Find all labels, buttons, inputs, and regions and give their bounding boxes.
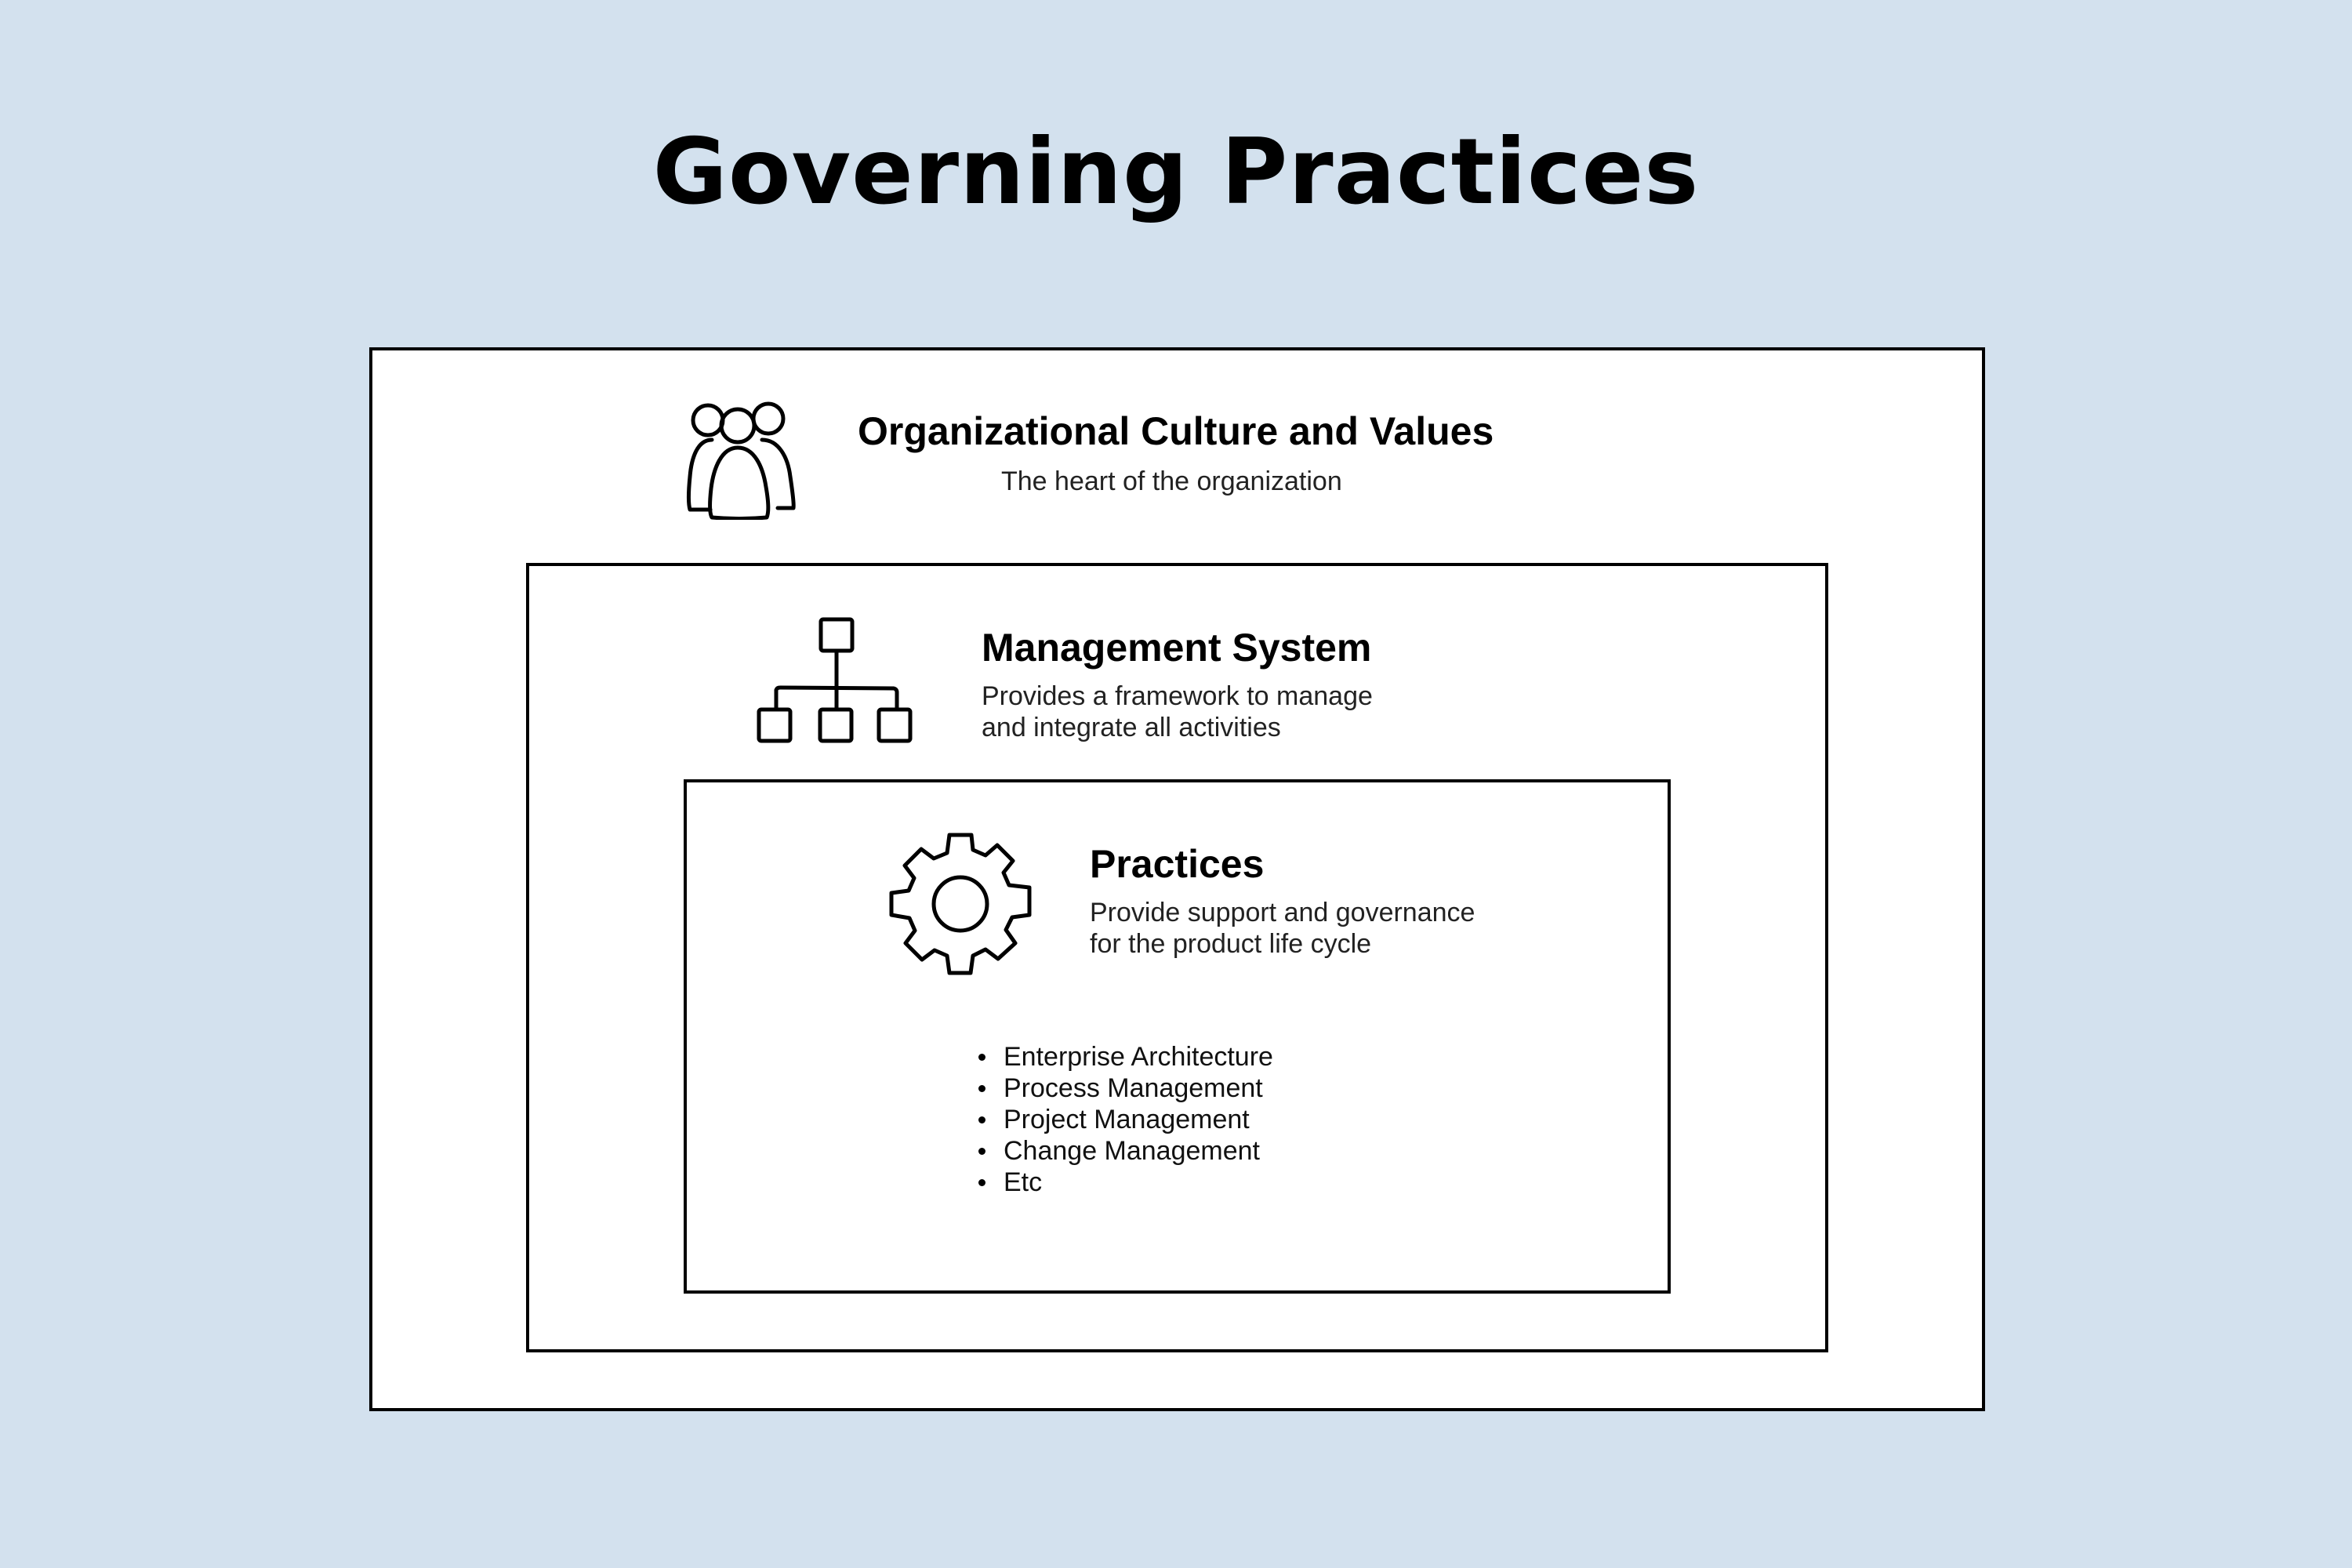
list-item: Change Management [978, 1135, 1273, 1167]
practices-description-line-2: for the product life cycle [1090, 929, 1372, 959]
list-item: Enterprise Architecture [978, 1042, 1273, 1072]
management-description-line-2: and integrate all activities [982, 713, 1281, 742]
management-description: Provides a framework to manage and integ… [982, 681, 1373, 743]
culture-description-line: The heart of the organization [1001, 466, 1342, 496]
culture-heading: Organizational Culture and Values [858, 409, 1494, 453]
practices-list: Enterprise Architecture Process Manageme… [972, 1041, 1273, 1198]
gear-icon [886, 829, 1035, 978]
list-item: Etc [978, 1167, 1273, 1198]
management-heading: Management System [982, 626, 1372, 670]
org-chart-icon [753, 615, 917, 749]
page-title: Governing Practices [652, 119, 1700, 225]
practices-description: Provide support and governance for the p… [1090, 897, 1475, 960]
practices-description-line-1: Provide support and governance [1090, 898, 1475, 927]
list-item: Project Management [978, 1104, 1273, 1135]
practices-layer-box [684, 779, 1671, 1294]
list-item: Process Management [978, 1073, 1273, 1104]
people-group-icon [681, 394, 806, 520]
culture-description: The heart of the organization [1001, 466, 1342, 497]
management-description-line-1: Provides a framework to manage [982, 681, 1373, 711]
practices-heading: Practices [1090, 842, 1265, 886]
